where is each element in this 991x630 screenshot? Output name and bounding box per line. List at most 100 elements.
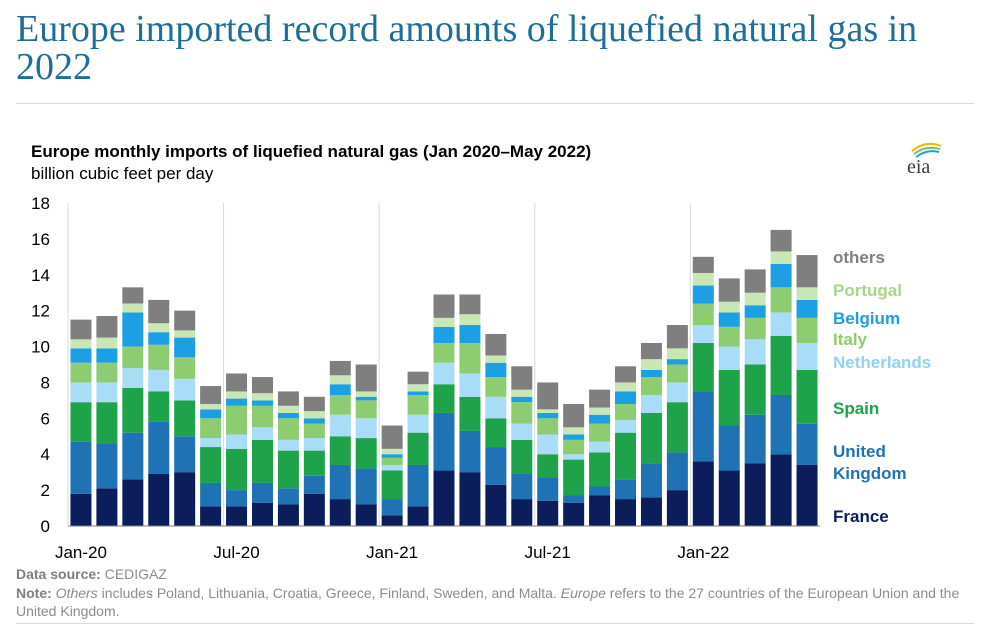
bar-segment-spain-Nov-20 [329,436,351,465]
bar-segment-netherlands-Jun-20 [200,438,222,448]
bar-segment-italy-Sep-20 [277,418,299,440]
bar-segment-italy-Mar-20 [122,346,144,369]
bar-segment-belgium-Nov-20 [329,384,351,396]
bar-segment-spain-Jun-21 [511,439,533,474]
chart-subtitle: billion cubic feet per day [31,164,214,183]
bar-segment-netherlands-Apr-20 [148,369,170,392]
legend-label-spain: Spain [833,399,879,418]
bar-segment-united-kingdom-Mar-21 [433,412,455,471]
bar-segment-spain-Jan-20 [70,402,92,442]
bar-segment-netherlands-Mar-22 [744,339,766,365]
bar-segment-others-Mar-20 [122,287,144,304]
bar-segment-others-Nov-20 [329,360,351,376]
bar-segment-italy-Jun-21 [511,402,533,424]
bar-segment-belgium-Jan-22 [692,285,714,304]
bar-segment-belgium-Aug-20 [251,400,273,406]
bar-segment-italy-Dec-20 [355,400,377,419]
legend-label-others: others [833,248,885,267]
bar-segment-italy-Aug-21 [563,439,585,455]
bar-segment-united-kingdom-Jun-21 [511,473,533,500]
bar-segment-netherlands-Oct-20 [303,438,325,451]
bar-segment-italy-May-21 [485,377,507,397]
bar-segment-france-May-22 [796,464,818,526]
bar-segment-italy-Jan-22 [692,303,714,326]
bar-segment-france-Apr-21 [459,472,481,526]
bar-segment-italy-Nov-20 [329,395,351,415]
bar-segment-france-Dec-20 [355,504,377,526]
bar-segment-united-kingdom-Oct-20 [303,475,325,494]
bar-segment-france-May-21 [485,484,507,526]
bar-segment-spain-Feb-21 [407,432,429,465]
bar-segment-belgium-Apr-20 [148,332,170,345]
bar-segment-belgium-May-21 [485,362,507,378]
bar-segment-portugal-Jul-21 [537,409,559,413]
bar-segment-netherlands-Oct-21 [615,420,637,433]
bar-segment-netherlands-Jun-21 [511,423,533,440]
bar-segment-united-kingdom-Nov-21 [640,463,662,498]
bar-segment-netherlands-Apr-21 [459,373,481,397]
bar-segment-united-kingdom-Jun-20 [200,482,222,507]
bar-segment-portugal-Dec-20 [355,391,377,397]
bar-segment-france-Jun-20 [200,506,222,526]
bar-segment-belgium-Jul-20 [226,398,248,406]
page-headline: Europe imported record amounts of liquef… [16,8,918,88]
bar-segment-belgium-Mar-20 [122,312,144,347]
bar-segment-others-Nov-21 [640,342,662,360]
bar-segment-portugal-Feb-22 [718,301,740,313]
bar-segment-belgium-Feb-20 [96,348,118,363]
bar-segment-belgium-Jan-20 [70,348,92,363]
bar-segment-belgium-Aug-21 [563,434,585,440]
legend-label-france: France [833,507,889,526]
bar-segment-netherlands-Mar-20 [122,368,144,388]
bar-segment-italy-Aug-20 [251,405,273,428]
y-tick-label: 18 [31,194,50,213]
bar-segment-united-kingdom-Feb-20 [96,443,118,489]
bar-segment-others-Dec-21 [666,325,688,349]
bar-segment-italy-Feb-21 [407,395,429,415]
bar-segment-portugal-May-20 [174,330,196,338]
bar-segment-portugal-Dec-21 [666,348,688,360]
bar-segment-netherlands-Sep-20 [277,439,299,451]
y-tick-label: 16 [31,230,50,249]
bar-segment-portugal-Sep-20 [277,405,299,413]
bar-segment-netherlands-Jan-21 [381,464,403,471]
eia-logo-text: eia [907,156,930,177]
bar-segment-spain-Aug-20 [251,439,273,483]
bar-segment-united-kingdom-May-22 [796,423,818,465]
bar-segment-spain-Oct-21 [615,432,637,480]
bar-segment-france-Jan-22 [692,461,714,526]
source-text: CEDIGAZ [104,566,167,582]
bar-segment-united-kingdom-Apr-20 [148,421,170,474]
bar-segment-belgium-May-22 [796,299,818,318]
note-text-others: includes Poland, Lithuania, Croatia, Gre… [101,585,557,601]
bar-segment-france-Jun-21 [511,499,533,526]
bar-segment-france-Aug-20 [251,502,273,526]
note-label: Note: [16,585,52,601]
bar-segment-portugal-Apr-21 [459,314,481,326]
bar-segment-italy-Jun-20 [200,418,222,439]
bar-segment-others-May-22 [796,255,818,288]
bar-segment-italy-Nov-21 [640,377,662,396]
bar-segment-spain-Jun-20 [200,447,222,483]
bar-segment-united-kingdom-May-20 [174,436,196,473]
bar-segment-france-May-20 [174,472,196,526]
bar-segment-others-Sep-20 [277,391,299,406]
bar-segment-others-Aug-21 [563,403,585,428]
bar-segment-spain-Apr-20 [148,391,170,422]
eia-logo: eia [907,142,942,177]
bar-segment-france-Aug-21 [563,502,585,526]
x-tick-label: Jan-21 [366,543,418,562]
bar-segment-spain-Feb-20 [96,402,118,444]
chart-title: Europe monthly imports of liquefied natu… [31,142,592,161]
bar-segment-italy-Apr-21 [459,342,481,374]
bar-segment-italy-Oct-21 [615,403,637,421]
bar-segment-united-kingdom-Feb-21 [407,464,429,507]
bar-segment-belgium-Feb-22 [718,312,740,327]
x-tick-label: Jan-20 [55,543,107,562]
bar-segment-france-Nov-21 [640,497,662,526]
bar-segment-spain-Dec-21 [666,402,688,453]
legend-label-italy: Italy [833,330,868,349]
bar-segment-italy-Jan-20 [70,362,92,383]
bar-segment-portugal-Jan-22 [692,272,714,286]
bar-segment-united-kingdom-May-21 [485,447,507,485]
